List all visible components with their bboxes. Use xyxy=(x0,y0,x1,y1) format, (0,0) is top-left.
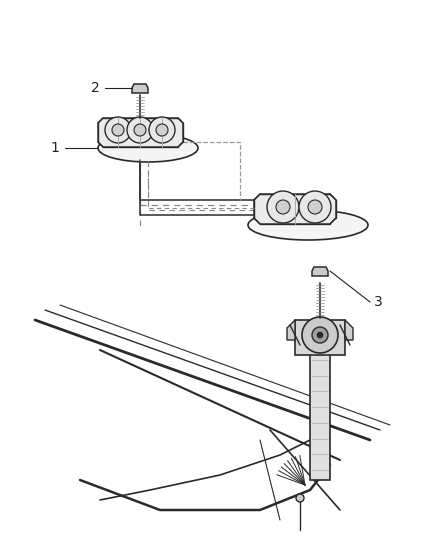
Polygon shape xyxy=(312,267,328,276)
Circle shape xyxy=(299,191,331,223)
Circle shape xyxy=(127,117,153,143)
Circle shape xyxy=(105,117,131,143)
Circle shape xyxy=(296,494,304,502)
Polygon shape xyxy=(295,320,345,355)
Polygon shape xyxy=(287,320,295,340)
Polygon shape xyxy=(310,350,330,480)
Circle shape xyxy=(267,191,299,223)
Circle shape xyxy=(312,327,328,343)
Circle shape xyxy=(134,124,146,136)
Text: 1: 1 xyxy=(50,141,60,155)
Circle shape xyxy=(317,332,323,338)
Circle shape xyxy=(276,200,290,214)
Text: 3: 3 xyxy=(374,295,382,309)
Polygon shape xyxy=(98,118,183,147)
Ellipse shape xyxy=(248,210,368,240)
Polygon shape xyxy=(345,320,353,340)
Circle shape xyxy=(112,124,124,136)
Circle shape xyxy=(302,317,338,353)
Ellipse shape xyxy=(98,134,198,162)
Polygon shape xyxy=(132,84,148,93)
Circle shape xyxy=(156,124,168,136)
Circle shape xyxy=(308,200,322,214)
Circle shape xyxy=(149,117,175,143)
Polygon shape xyxy=(254,194,336,224)
Text: 2: 2 xyxy=(91,81,99,95)
